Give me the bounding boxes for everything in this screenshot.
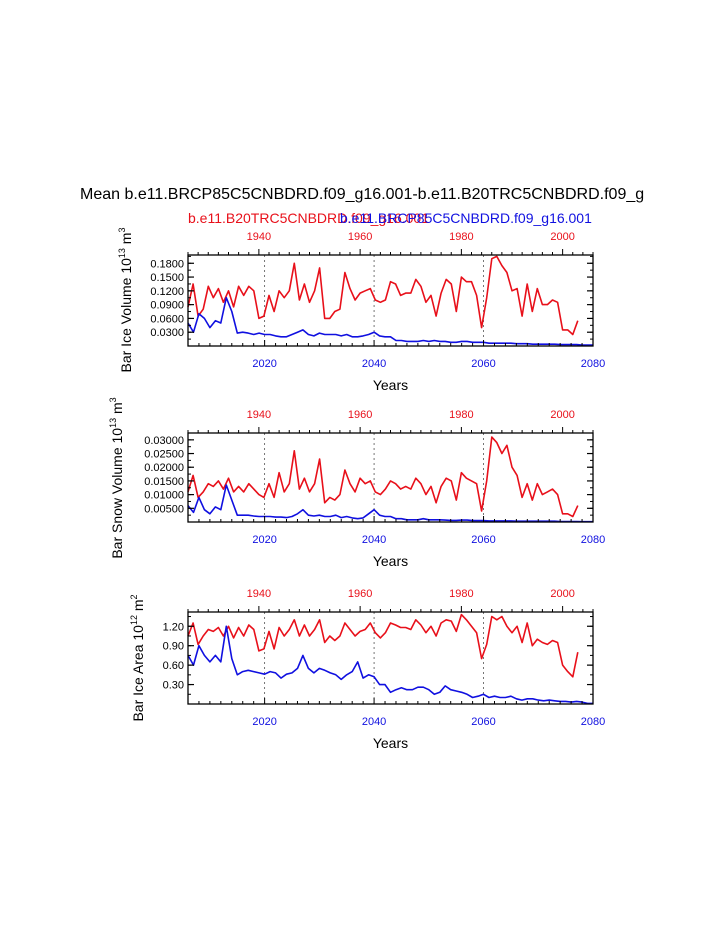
x-bottom-tick-label: 2080 bbox=[581, 534, 605, 546]
x-top-tick-label: 1940 bbox=[247, 409, 271, 421]
x-bottom-tick-label: 2040 bbox=[362, 358, 386, 370]
y-axis-label: Bar Snow Volume 1013 m3 bbox=[108, 397, 125, 558]
series-historical bbox=[187, 436, 579, 518]
figure-title: Mean b.e11.BRCP85C5CNBDRD.f09_g16.001-b.… bbox=[80, 186, 693, 203]
y-tick-label: 0.01000 bbox=[144, 490, 184, 502]
y-axis-label: Bar Ice Area 1012 m2 bbox=[129, 594, 146, 721]
legend-historical: b.e11.B20TRC5CNBDRD.f09_g16.001 bbox=[188, 210, 429, 226]
y-axis-label: Bar Ice Volume 1013 m3 bbox=[117, 228, 134, 373]
y-tick-label: 0.03000 bbox=[144, 435, 184, 447]
panel-3: 0.30 0.60 0.90 1.20 2020 2040 2060 2080 1940 1960… bbox=[129, 588, 605, 751]
x-axis-label: Years bbox=[373, 735, 408, 751]
x-axis-label: Years bbox=[373, 553, 408, 569]
x-top-tick-label: 1980 bbox=[449, 231, 473, 243]
x-top-tick-label: 1940 bbox=[247, 231, 271, 243]
y-tick-label: 0.1200 bbox=[150, 286, 184, 298]
x-top-tick-label: 2000 bbox=[550, 409, 574, 421]
y-tick-label: 0.0900 bbox=[150, 300, 184, 312]
series-rcp85 bbox=[187, 625, 593, 705]
x-bottom-tick-label: 2060 bbox=[471, 716, 495, 728]
x-top-tick-label: 1960 bbox=[348, 588, 372, 600]
x-top-tick-label: 1940 bbox=[247, 588, 271, 600]
y-tick-label: 0.1800 bbox=[150, 258, 184, 270]
y-tick-label: 0.02500 bbox=[144, 449, 184, 461]
x-top-tick-label: 2000 bbox=[550, 231, 574, 243]
x-top-tick-label: 1980 bbox=[449, 409, 473, 421]
y-tick-label: 0.02000 bbox=[144, 462, 184, 474]
y-tick-label: 0.00500 bbox=[144, 503, 184, 515]
legend-rcp85: b.e11.BRCP85C5CNBDRD.f09_g16.001 bbox=[340, 210, 592, 226]
y-tick-label: 0.1500 bbox=[150, 272, 184, 284]
x-bottom-tick-label: 2080 bbox=[581, 716, 605, 728]
y-tick-label: 0.30 bbox=[163, 680, 184, 692]
series-rcp85 bbox=[187, 484, 593, 523]
series-historical bbox=[187, 613, 579, 678]
x-bottom-tick-label: 2060 bbox=[471, 358, 495, 370]
y-tick-label: 0.0300 bbox=[150, 327, 184, 339]
x-top-tick-label: 1960 bbox=[348, 409, 372, 421]
x-bottom-tick-label: 2020 bbox=[252, 358, 276, 370]
x-bottom-tick-label: 2080 bbox=[581, 358, 605, 370]
y-tick-label: 0.90 bbox=[163, 641, 184, 653]
x-top-tick-label: 2000 bbox=[550, 588, 574, 600]
plot-frame bbox=[187, 432, 594, 523]
y-tick-label: 1.20 bbox=[163, 621, 184, 633]
series-rcp85 bbox=[187, 296, 593, 346]
x-bottom-tick-label: 2040 bbox=[362, 534, 386, 546]
x-top-tick-label: 1960 bbox=[348, 231, 372, 243]
series-historical bbox=[187, 255, 579, 336]
x-bottom-tick-label: 2040 bbox=[362, 716, 386, 728]
plot-frame bbox=[187, 254, 594, 347]
y-tick-label: 0.0600 bbox=[150, 313, 184, 325]
y-tick-label: 0.01500 bbox=[144, 476, 184, 488]
x-bottom-tick-label: 2020 bbox=[252, 716, 276, 728]
x-top-tick-label: 1980 bbox=[449, 588, 473, 600]
x-bottom-tick-label: 2020 bbox=[252, 534, 276, 546]
x-axis-label: Years bbox=[373, 377, 408, 393]
x-bottom-tick-label: 2060 bbox=[471, 534, 495, 546]
y-tick-label: 0.60 bbox=[163, 660, 184, 672]
